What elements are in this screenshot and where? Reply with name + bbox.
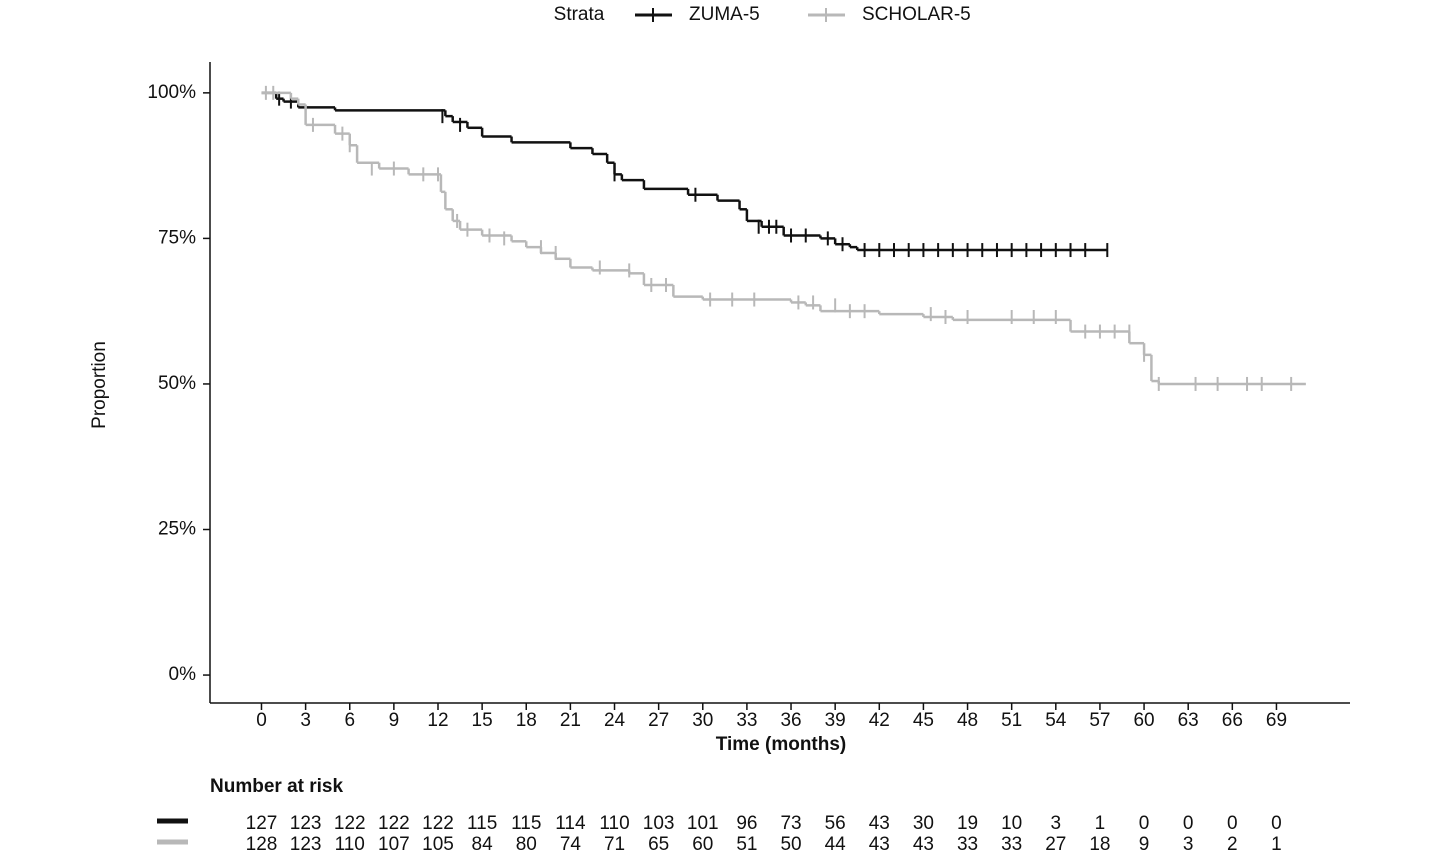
legend-label: SCHOLAR-5 bbox=[862, 4, 971, 25]
risk-count: 56 bbox=[825, 813, 846, 834]
x-tick-label: 69 bbox=[1266, 710, 1287, 731]
risk-count: 43 bbox=[869, 813, 890, 834]
x-tick-label: 42 bbox=[869, 710, 890, 731]
x-tick-label: 39 bbox=[825, 710, 846, 731]
y-tick-label: 50% bbox=[158, 373, 196, 394]
risk-count: 2 bbox=[1227, 834, 1238, 855]
y-tick-label: 100% bbox=[147, 82, 196, 103]
y-tick-label: 75% bbox=[158, 227, 196, 248]
risk-count: 43 bbox=[913, 834, 934, 855]
risk-count: 128 bbox=[246, 834, 278, 855]
y-tick-label: 0% bbox=[169, 664, 197, 685]
x-tick-label: 36 bbox=[780, 710, 801, 731]
risk-count: 60 bbox=[692, 834, 713, 855]
risk-count: 101 bbox=[687, 813, 719, 834]
x-tick-label: 63 bbox=[1178, 710, 1199, 731]
risk-count: 0 bbox=[1183, 813, 1194, 834]
legend-title: Strata bbox=[554, 4, 605, 25]
risk-count: 19 bbox=[957, 813, 978, 834]
x-tick-label: 51 bbox=[1001, 710, 1022, 731]
x-tick-label: 12 bbox=[427, 710, 448, 731]
risk-count: 18 bbox=[1089, 834, 1110, 855]
x-tick-label: 21 bbox=[560, 710, 581, 731]
risk-count: 107 bbox=[378, 834, 410, 855]
x-tick-label: 57 bbox=[1089, 710, 1110, 731]
risk-count: 0 bbox=[1227, 813, 1238, 834]
x-tick-label: 27 bbox=[648, 710, 669, 731]
risk-count: 110 bbox=[335, 834, 365, 855]
risk-count: 33 bbox=[1001, 834, 1022, 855]
risk-count: 110 bbox=[599, 813, 629, 834]
risk-count: 27 bbox=[1045, 834, 1066, 855]
x-tick-label: 30 bbox=[692, 710, 713, 731]
x-tick-label: 9 bbox=[389, 710, 400, 731]
x-tick-label: 15 bbox=[472, 710, 493, 731]
risk-count: 51 bbox=[736, 834, 757, 855]
risk-count: 123 bbox=[290, 834, 322, 855]
x-tick-label: 33 bbox=[736, 710, 757, 731]
risk-count: 103 bbox=[643, 813, 675, 834]
risk-count: 105 bbox=[422, 834, 454, 855]
risk-count: 122 bbox=[422, 813, 454, 834]
x-tick-label: 45 bbox=[913, 710, 934, 731]
risk-count: 0 bbox=[1139, 813, 1150, 834]
x-tick-label: 48 bbox=[957, 710, 978, 731]
risk-count: 122 bbox=[378, 813, 410, 834]
x-tick-label: 60 bbox=[1133, 710, 1154, 731]
y-axis-title: Proportion bbox=[89, 341, 110, 429]
x-tick-label: 24 bbox=[604, 710, 626, 731]
risk-count: 3 bbox=[1051, 813, 1062, 834]
risk-count: 114 bbox=[555, 813, 586, 834]
risk-count: 9 bbox=[1139, 834, 1150, 855]
risk-table-title: Number at risk bbox=[210, 776, 343, 797]
risk-count: 80 bbox=[516, 834, 537, 855]
risk-count: 73 bbox=[780, 813, 801, 834]
x-tick-label: 6 bbox=[344, 710, 355, 731]
x-tick-label: 18 bbox=[516, 710, 537, 731]
risk-count: 123 bbox=[290, 813, 322, 834]
x-axis-title: Time (months) bbox=[716, 734, 847, 755]
risk-count: 30 bbox=[913, 813, 934, 834]
x-tick-label: 3 bbox=[300, 710, 311, 731]
risk-count: 44 bbox=[825, 834, 847, 855]
x-tick-label: 0 bbox=[256, 710, 267, 731]
risk-count: 65 bbox=[648, 834, 669, 855]
risk-count: 74 bbox=[560, 834, 582, 855]
y-tick-label: 25% bbox=[158, 519, 196, 540]
risk-count: 122 bbox=[334, 813, 366, 834]
risk-count: 115 bbox=[511, 813, 541, 834]
risk-count: 1 bbox=[1095, 813, 1106, 834]
risk-count: 43 bbox=[869, 834, 890, 855]
risk-count: 0 bbox=[1271, 813, 1282, 834]
x-tick-label: 54 bbox=[1045, 710, 1067, 731]
risk-count: 10 bbox=[1001, 813, 1022, 834]
risk-count: 50 bbox=[780, 834, 801, 855]
risk-count: 3 bbox=[1183, 834, 1194, 855]
legend-label: ZUMA-5 bbox=[689, 4, 760, 25]
risk-count: 33 bbox=[957, 834, 978, 855]
x-tick-label: 66 bbox=[1222, 710, 1243, 731]
risk-count: 84 bbox=[472, 834, 494, 855]
risk-count: 1 bbox=[1271, 834, 1282, 855]
risk-count: 115 bbox=[467, 813, 497, 834]
risk-count: 71 bbox=[604, 834, 625, 855]
risk-count: 96 bbox=[736, 813, 757, 834]
risk-count: 127 bbox=[246, 813, 278, 834]
